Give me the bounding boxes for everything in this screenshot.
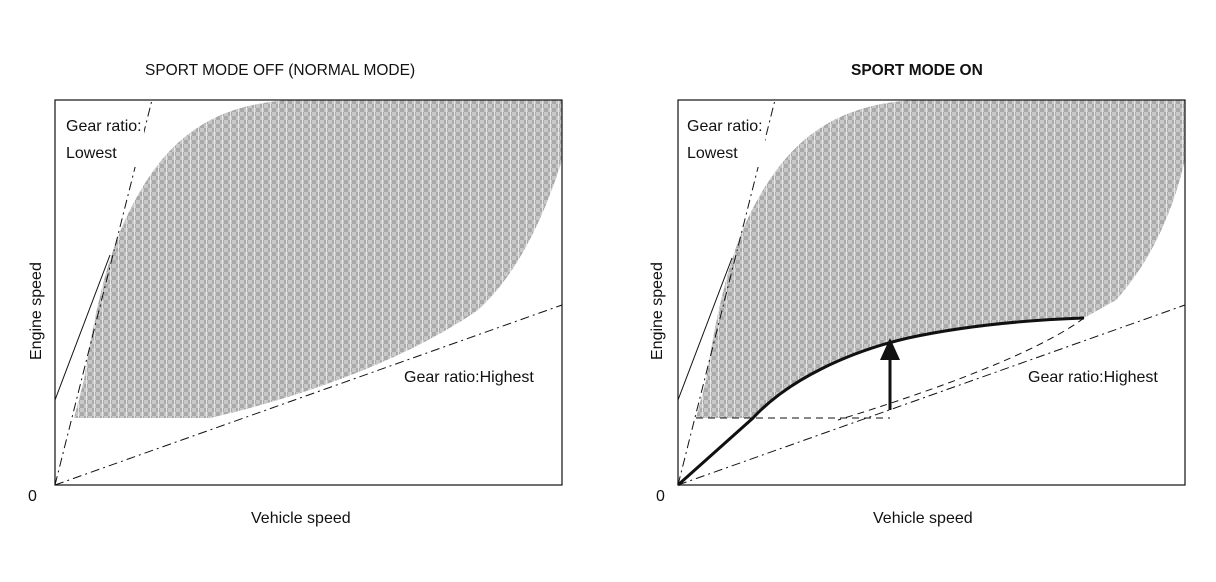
- gear-ratio-lowest-label-line1: Gear ratio:: [687, 118, 763, 135]
- gear-ratio-lowest-label: Gear ratio: Lowest: [66, 113, 144, 167]
- gear-ratio-lowest-label-line2: Lowest: [687, 145, 738, 162]
- operating-region: [696, 100, 1185, 418]
- y-axis-label: Engine speed: [28, 262, 45, 360]
- launch-line: [54, 254, 111, 401]
- plot-frame: [54, 99, 563, 486]
- gear-ratio-highest-label: Gear ratio:Highest: [1026, 364, 1160, 391]
- panel-sport-mode-off: SPORT MODE OFF (NORMAL MODE) Gear ratio:…: [28, 62, 563, 527]
- x-axis-label: Vehicle speed: [873, 510, 973, 527]
- operating-region: [74, 100, 562, 418]
- origin-label: 0: [656, 488, 665, 505]
- chart-title: SPORT MODE ON: [851, 62, 983, 79]
- sport-mode-curve: [677, 316, 1085, 487]
- chart-title: SPORT MODE OFF (NORMAL MODE): [145, 62, 416, 79]
- diagram-sport-mode-off: [54, 99, 563, 486]
- gear-ratio-highest-line: [677, 304, 1186, 486]
- diagram-sport-mode-on: [677, 99, 1186, 487]
- origin-label: 0: [28, 488, 37, 505]
- shift-arrow-head: [880, 338, 900, 360]
- x-axis-label: Vehicle speed: [251, 510, 351, 527]
- launch-line: [677, 257, 733, 401]
- panel-sport-mode-on: SPORT MODE ON Gear ratio: Lowest Gear ra…: [608, 0, 1216, 582]
- gear-ratio-lowest-label: Gear ratio: Lowest: [687, 113, 765, 167]
- gear-ratio-lowest-label-line2: Lowest: [66, 145, 117, 162]
- y-axis-label: Engine speed: [649, 262, 666, 360]
- plot-frame: [677, 99, 1186, 486]
- gear-ratio-highest-line: [54, 304, 563, 486]
- normal-mode-boundary-dashed: [837, 317, 1085, 421]
- gear-ratio-highest-label: Gear ratio:Highest: [402, 364, 536, 391]
- gear-ratio-lowest-label-line1: Gear ratio:: [66, 118, 142, 135]
